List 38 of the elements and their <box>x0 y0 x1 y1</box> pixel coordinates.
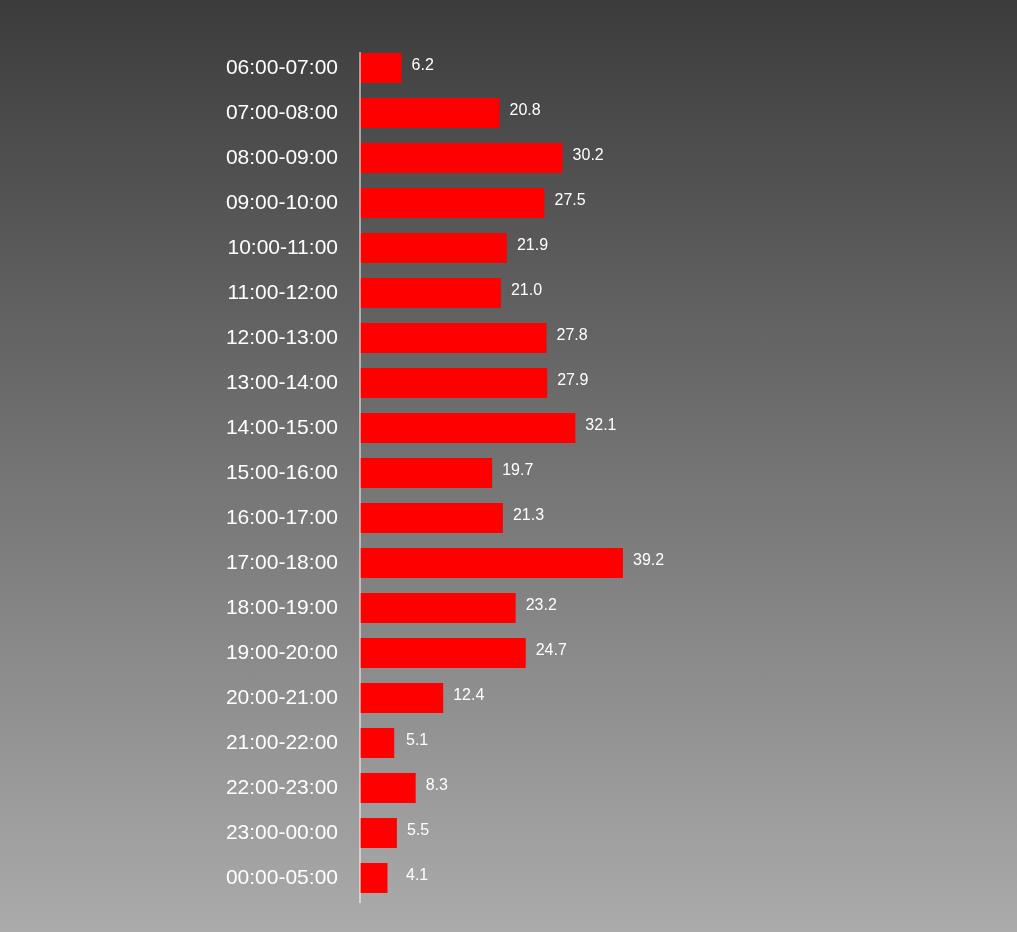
data-label: 21.9 <box>516 236 549 254</box>
y-tick-label: 13:00-14:00 <box>225 369 338 393</box>
data-label: 30.2 <box>572 146 604 164</box>
data-label: 5.1 <box>406 731 429 749</box>
y-tick-label: 19:00-20:00 <box>225 639 338 663</box>
data-label: 19.7 <box>502 461 534 479</box>
data-label: 8.3 <box>425 776 449 794</box>
y-tick-label: 17:00-18:00 <box>225 549 338 573</box>
y-tick-label: 06:00-07:00 <box>225 54 338 78</box>
data-label: 12.4 <box>453 686 485 704</box>
y-tick-label: 10:00-11:00 <box>227 234 338 258</box>
data-label: 21.3 <box>512 506 545 524</box>
data-label: 24.7 <box>535 641 567 659</box>
data-label: 5.5 <box>406 821 430 839</box>
y-tick-label: 22:00-23:00 <box>225 774 338 798</box>
y-tick-label: 07:00-08:00 <box>225 99 338 123</box>
data-label: 6.2 <box>411 56 434 74</box>
data-label: 21.0 <box>510 281 543 299</box>
data-label: 23.2 <box>525 596 557 614</box>
data-label: 39.2 <box>633 551 665 569</box>
y-tick-label: 00:00-05:00 <box>225 864 338 888</box>
y-tick-label: 15:00-16:00 <box>225 459 338 483</box>
y-tick-label: 16:00-17:00 <box>225 504 338 528</box>
y-tick-label: 23:00-00:00 <box>225 819 338 843</box>
y-tick-label: 12:00-13:00 <box>225 324 338 348</box>
data-label: 4.1 <box>406 866 429 884</box>
data-label: 27.9 <box>557 371 589 389</box>
y-tick-label: 20:00-21:00 <box>225 684 338 708</box>
y-tick-label: 09:00-10:00 <box>225 189 338 213</box>
data-label: 32.1 <box>585 416 617 434</box>
y-tick-label: 08:00-09:00 <box>225 144 338 168</box>
data-label: 20.8 <box>509 101 541 119</box>
data-label: 27.5 <box>554 191 586 209</box>
y-tick-label: 18:00-19:00 <box>225 594 338 618</box>
data-label: 27.8 <box>556 326 588 344</box>
y-tick-label: 21:00-22:00 <box>225 729 338 753</box>
y-tick-label: 14:00-15:00 <box>225 414 338 438</box>
y-tick-label: 11:00-12:00 <box>227 279 338 303</box>
